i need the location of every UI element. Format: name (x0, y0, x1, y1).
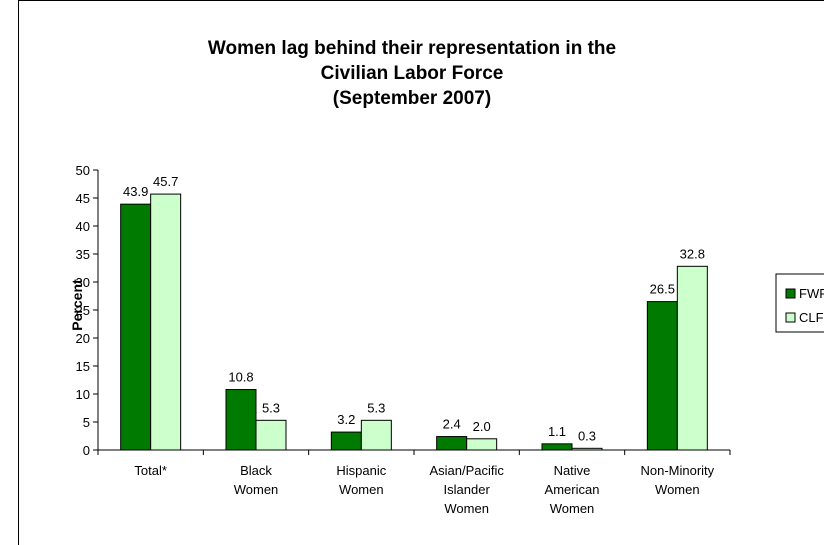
data-label: 5.3 (262, 400, 280, 415)
y-tick-label: 25 (76, 303, 90, 318)
data-label: 1.1 (548, 424, 566, 439)
data-label: 0.3 (578, 428, 596, 443)
bar (255, 419, 287, 451)
legend-label: FWF (799, 286, 824, 301)
y-tick-label: 30 (76, 275, 90, 290)
bar (541, 443, 573, 451)
bar (466, 438, 498, 451)
legend-label: CLF (799, 310, 824, 325)
x-tick-label: Asian/Pacific Islander Women (429, 463, 504, 516)
data-label: 10.8 (228, 370, 253, 385)
chart-title: Civilian Labor Force (321, 63, 504, 84)
bar (646, 301, 678, 451)
bar (120, 203, 152, 451)
bar (150, 193, 182, 451)
chart-title: Women lag behind their representation in… (208, 38, 616, 59)
x-tick-label: Native American Women (545, 463, 600, 516)
y-tick-label: 5 (83, 415, 90, 430)
bar (360, 419, 392, 451)
data-label: 2.0 (473, 419, 491, 434)
y-tick-label: 45 (76, 191, 90, 206)
data-label: 2.4 (443, 417, 461, 432)
y-tick-label: 40 (76, 219, 90, 234)
bar (436, 436, 468, 451)
legend-box (775, 273, 824, 333)
y-tick-label: 0 (83, 443, 90, 458)
data-label: 45.7 (153, 174, 178, 189)
bar (225, 389, 257, 451)
y-tick-label: 50 (76, 163, 90, 178)
legend-swatch (785, 312, 796, 323)
x-tick-label: Black Women (234, 463, 279, 497)
chart-title: (September 2007) (333, 88, 491, 109)
data-label: 43.9 (123, 184, 148, 199)
legend-swatch (785, 288, 796, 299)
data-label: 32.8 (680, 246, 705, 261)
x-tick-label: Total* (134, 463, 167, 478)
data-label: 3.2 (337, 412, 355, 427)
y-tick-label: 35 (76, 247, 90, 262)
x-tick-label: Non-Minority Women (640, 463, 714, 497)
chart-border (18, 0, 824, 545)
y-tick-label: 20 (76, 331, 90, 346)
x-tick-label: Hispanic Women (336, 463, 386, 497)
bar (676, 265, 708, 451)
y-axis-label: Percent (69, 279, 85, 331)
bar (330, 431, 362, 451)
data-label: 26.5 (650, 282, 675, 297)
y-tick-label: 10 (76, 387, 90, 402)
y-tick-label: 15 (76, 359, 90, 374)
bar (571, 447, 603, 451)
data-label: 5.3 (367, 400, 385, 415)
